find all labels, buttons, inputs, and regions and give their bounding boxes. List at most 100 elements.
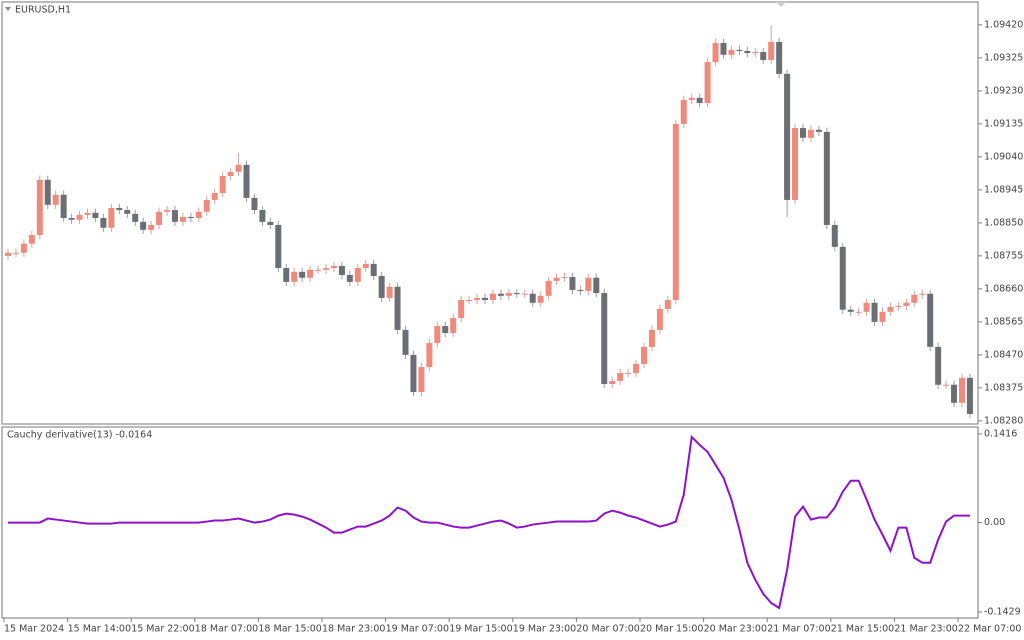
candle-body — [116, 207, 123, 211]
x-tick-label: 20 Mar 15:00 — [640, 624, 703, 635]
candle-body — [951, 384, 958, 403]
candle-body — [211, 193, 218, 200]
candle-body — [466, 299, 473, 301]
candle-body — [442, 326, 449, 333]
candle-body — [863, 302, 870, 312]
candle-body — [418, 367, 425, 393]
candle-body — [362, 263, 369, 269]
candle-body — [847, 309, 854, 312]
y-tick-label: 1.09325 — [984, 52, 1023, 63]
y-tick-label: 1.08945 — [984, 184, 1023, 195]
candle-body — [537, 295, 544, 303]
candle-body — [283, 268, 290, 282]
y-tick-label: 1.09040 — [984, 151, 1023, 162]
y-tick-label: 1.08660 — [984, 283, 1023, 294]
y-tick-label: 1.09420 — [984, 19, 1023, 30]
candle-body — [585, 277, 592, 291]
candle-body — [60, 194, 67, 219]
x-tick-label: 19 Mar 15:00 — [449, 624, 512, 635]
candle-body — [704, 62, 711, 104]
candle-body — [664, 299, 671, 310]
symbol-title: EURUSD,H1 — [15, 5, 71, 16]
candle-body — [919, 293, 926, 295]
candle-body — [633, 363, 640, 373]
candle-body — [839, 246, 846, 310]
candle-body — [776, 41, 783, 74]
y-tick-label: 0.00 — [984, 517, 1005, 528]
x-tick-label: 21 Mar 07:00 — [767, 624, 830, 635]
candle-body — [760, 51, 767, 60]
candle-body — [752, 51, 759, 54]
candle-body — [648, 329, 655, 347]
x-tick-label: 20 Mar 07:00 — [576, 624, 639, 635]
candle-body — [513, 293, 520, 295]
candle-body — [20, 243, 27, 253]
candle-body — [235, 164, 242, 172]
y-tick-label: 0.1416 — [984, 428, 1017, 439]
candle-body — [267, 221, 274, 225]
y-tick-label: 1.08375 — [984, 382, 1023, 393]
candle-body — [100, 218, 107, 228]
candle-body — [784, 73, 791, 200]
candle-body — [299, 271, 306, 278]
candle-body — [831, 224, 838, 247]
candle-body — [203, 199, 210, 212]
candle-body — [179, 216, 186, 222]
candle-body — [712, 42, 719, 63]
candle-body — [736, 49, 743, 51]
y-tick-label: 1.08280 — [984, 415, 1023, 426]
candle-body — [140, 221, 147, 230]
candle-body — [529, 293, 536, 303]
candle-body — [450, 318, 457, 333]
candle-body — [577, 289, 584, 291]
candle-body — [307, 269, 314, 278]
candle-body — [959, 377, 965, 403]
candle-body — [458, 299, 465, 319]
x-tick-label: 18 Mar 15:00 — [258, 624, 321, 635]
candle-body — [815, 129, 822, 132]
candle-body — [227, 171, 234, 176]
candle-body — [553, 277, 560, 281]
candle-body — [346, 274, 353, 282]
candle-body — [36, 179, 43, 236]
y-tick-label: 1.08755 — [984, 250, 1023, 261]
candle-body — [148, 224, 155, 230]
candle-body — [823, 131, 830, 225]
shift-marker — [776, 2, 786, 7]
candle-body — [386, 286, 393, 298]
candle-body — [5, 252, 11, 256]
candle-body — [28, 235, 35, 244]
candle-body — [966, 377, 973, 414]
candle-body — [243, 164, 250, 198]
candle-body — [887, 306, 894, 312]
candle-body — [132, 213, 139, 222]
candle-body — [569, 277, 576, 290]
menu-arrow — [5, 7, 11, 11]
candle-body — [219, 175, 226, 194]
candle-body — [195, 211, 202, 219]
candle-body — [12, 252, 19, 254]
candle-body — [338, 265, 345, 275]
candle-body — [720, 42, 727, 55]
x-tick-label: 19 Mar 23:00 — [513, 624, 576, 635]
candle-body — [871, 302, 878, 322]
candle-body — [410, 354, 417, 393]
y-tick-label: 1.09230 — [984, 85, 1023, 96]
candle-body — [434, 326, 441, 344]
x-tick-label: 18 Mar 07:00 — [195, 624, 258, 635]
candle-body — [625, 372, 632, 374]
candle-body — [601, 293, 608, 385]
y-tick-label: -0.1429 — [984, 606, 1021, 617]
candle-body — [156, 211, 163, 225]
candle-body — [275, 224, 282, 269]
x-tick-label: 21 Mar 15:00 — [831, 624, 894, 635]
candle-body — [688, 97, 695, 100]
candle-body — [92, 212, 99, 219]
candle-body — [323, 268, 329, 270]
candle-body — [879, 311, 886, 322]
x-tick-label: 15 Mar 22:00 — [131, 624, 194, 635]
candle-body — [370, 263, 377, 277]
main-panel — [1, 1, 979, 425]
candle-body — [807, 129, 814, 138]
